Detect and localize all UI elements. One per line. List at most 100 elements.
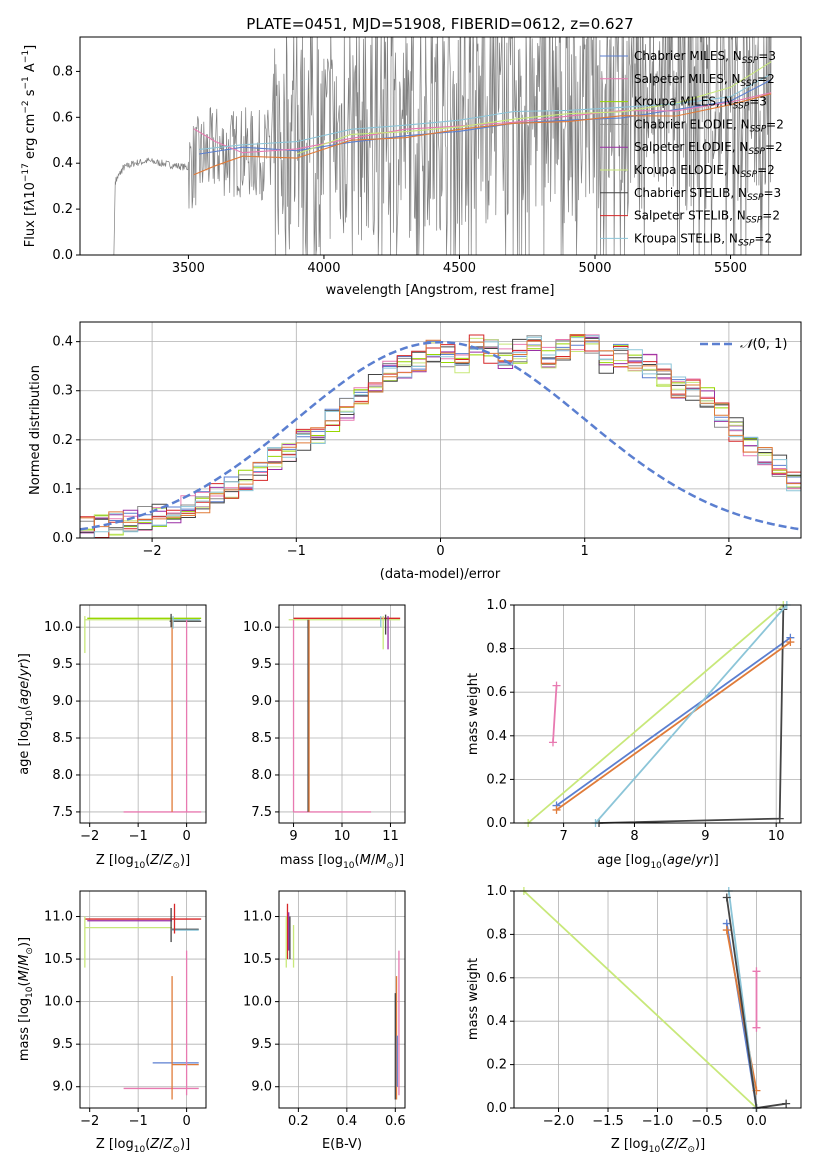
x-tick-label: 4500 (443, 261, 476, 276)
age-vs-mass-xlabel: mass [log10(M/M⊙)] (280, 853, 404, 871)
y-tick-label: 9.0 (52, 1080, 73, 1095)
y-tick-label: 0.4 (52, 335, 73, 350)
massweight-vs-age-panel: 7 8 9 10 0.0 0.2 0.4 0.6 0.8 1.0 age [log10(age/y… (466, 598, 802, 871)
massweight-vs-Z-ylabel: mass weight (466, 958, 481, 1040)
histogram-steps (80, 334, 801, 538)
spectrum-ylabel: Flux [fλ10−17 erg cm−2 s−1 A−1] (21, 45, 38, 247)
y-tick-label: 0.0 (52, 248, 73, 263)
age-vs-mass-panel: 9 10 11 7.5 8.0 8.5 9.0 9.5 10.0 mass [log10(M/M… (243, 604, 406, 871)
x-tick-label: −2 (80, 1114, 99, 1129)
mass-vs-Z-ylabel: mass [log10(M/M⊙)] (17, 937, 35, 1061)
legend-label: Chabrier STELIB, NSSP=3 (634, 186, 781, 203)
histogram-ylabel: Normed distribution (28, 365, 43, 495)
y-tick-label: 0.8 (52, 64, 73, 79)
y-tick-label: 0.2 (486, 1058, 507, 1073)
legend-label: Chabrier ELODIE, NSSP=2 (634, 117, 784, 134)
y-tick-label: 8.5 (52, 731, 73, 746)
observed-spectrum-line (96, 37, 772, 255)
gaussian-curve (80, 340, 801, 531)
legend-label: Kroupa STELIB, NSSP=2 (634, 231, 772, 248)
y-tick-label: 0.2 (486, 772, 507, 787)
massweight-line (527, 604, 784, 824)
y-tick-label: 9.5 (251, 657, 272, 672)
x-tick-label: 4000 (307, 261, 340, 276)
histogram-step-line (80, 335, 801, 538)
y-tick-label: 9.0 (251, 694, 272, 709)
plus-marker (782, 1099, 791, 1108)
y-tick-label: 7.5 (251, 805, 272, 820)
legend-label: Kroupa ELODIE, NSSP=2 (634, 163, 775, 180)
y-tick-label: 0.6 (486, 971, 507, 986)
y-tick-label: 9.5 (251, 1037, 272, 1052)
y-tick-label: 0.4 (486, 1014, 507, 1029)
y-tick-label: 9.5 (52, 657, 73, 672)
massweight-line (523, 890, 758, 1109)
x-tick-label: 0.4 (337, 1114, 358, 1129)
histogram-step-line (80, 334, 801, 528)
mass-vs-Z-xlabel: Z [log10(Z/Z⊙)] (96, 1137, 190, 1155)
x-tick-label: 2 (725, 544, 733, 559)
histogram-step-line (80, 334, 801, 534)
x-tick-label: −2 (143, 544, 162, 559)
plus-marker (548, 738, 557, 747)
y-tick-label: 0.0 (52, 531, 73, 546)
y-tick-label: 10.0 (44, 620, 73, 635)
x-tick-label: −0.5 (691, 1114, 723, 1129)
spectrum-plot-area: 3500 4000 4500 5000 5500 0.0 0.2 0.4 0.6 0.8 (52, 37, 772, 276)
y-tick-label: 11.0 (44, 910, 73, 925)
massweight-vs-age-ylabel: mass weight (466, 673, 481, 755)
y-tick-label: 0.0 (486, 816, 507, 831)
y-tick-label: 1.0 (486, 598, 507, 613)
age-vs-Z-ylabel: age [log10(age/yr)] (17, 653, 35, 775)
y-tick-label: 0.2 (52, 433, 73, 448)
x-tick-label: 0 (182, 1114, 190, 1129)
y-tick-label: 9.5 (52, 1037, 73, 1052)
massweight-vs-Z-panel: −2.0 −1.5 −1.0 −0.5 0.0 0.0 0.2 0.4 0.6 0.8 1.0 Z … (466, 884, 802, 1155)
model-spectrum-line (193, 93, 772, 176)
y-tick-label: 10.5 (243, 952, 272, 967)
age-vs-mass-axes-frame (278, 604, 406, 824)
x-tick-label: 5500 (714, 261, 747, 276)
x-tick-label: −1 (129, 1114, 148, 1129)
y-tick-label: 8.5 (251, 731, 272, 746)
histogram-xlabel: (data-model)/error (380, 567, 501, 582)
x-tick-label: −1 (129, 829, 148, 844)
x-tick-label: −1.0 (642, 1114, 674, 1129)
x-tick-label: 5000 (578, 261, 611, 276)
mass-vs-EBV-panel: 0.2 0.4 0.6 9.0 9.5 10.0 10.5 11.0 E(B-V) (243, 890, 406, 1152)
y-tick-label: 0.4 (486, 729, 507, 744)
x-tick-label: 7 (559, 829, 567, 844)
plus-marker (722, 926, 731, 935)
histogram-panel: −2 −1 0 1 2 0.0 0.1 0.2 0.3 0.4 (data-model)/erro… (28, 321, 802, 582)
age-vs-Z-xlabel: Z [log10(Z/Z⊙)] (96, 853, 190, 871)
y-tick-label: 0.6 (486, 685, 507, 700)
mass-vs-EBV-axes-frame (278, 890, 406, 1109)
plus-marker (552, 681, 561, 690)
legend-label: Salpeter ELODIE, NSSP=2 (634, 140, 783, 157)
legend-gaussian-label: 𝒩(0, 1) (740, 337, 787, 352)
massweight-vs-Z-xlabel: Z [log10(Z/Z⊙)] (611, 1137, 705, 1155)
x-tick-label: 9 (289, 829, 297, 844)
mass-vs-Z-plot-area: −2 −1 0 9.0 9.5 10.0 10.5 11.0 (44, 891, 206, 1129)
mass-vs-Z-axes-frame (79, 890, 207, 1109)
histogram-step-line (80, 335, 801, 532)
y-tick-label: 0.4 (52, 156, 73, 171)
massweight-vs-Z-plot-area: −2.0 −1.5 −1.0 −0.5 0.0 0.0 0.2 0.4 0.6 0.8 1.0 (486, 884, 801, 1129)
y-tick-label: 0.1 (52, 482, 73, 497)
histogram-step-line (80, 334, 801, 533)
x-tick-label: 0 (182, 829, 190, 844)
spectrum-axes-frame (79, 36, 802, 256)
plus-marker (752, 967, 761, 976)
y-tick-label: 0.3 (52, 384, 73, 399)
x-tick-label: 11 (382, 829, 399, 844)
model-spectrum-line (199, 79, 772, 155)
histogram-step-line (80, 334, 801, 533)
massweight-vs-age-plot-area: 7 8 9 10 0.0 0.2 0.4 0.6 0.8 1.0 (486, 598, 801, 844)
massweight-vs-age-xlabel: age [log10(age/yr)] (597, 853, 719, 871)
massweight-line (555, 641, 791, 811)
age-vs-Z-axes-frame (79, 604, 207, 824)
y-tick-label: 9.0 (52, 694, 73, 709)
age-vs-Z-plot-area: −2 −1 0 7.5 8.0 8.5 9.0 9.5 10.0 (44, 605, 206, 844)
mass-vs-EBV-plot-area: 0.2 0.4 0.6 9.0 9.5 10.0 10.5 11.0 (243, 891, 406, 1129)
